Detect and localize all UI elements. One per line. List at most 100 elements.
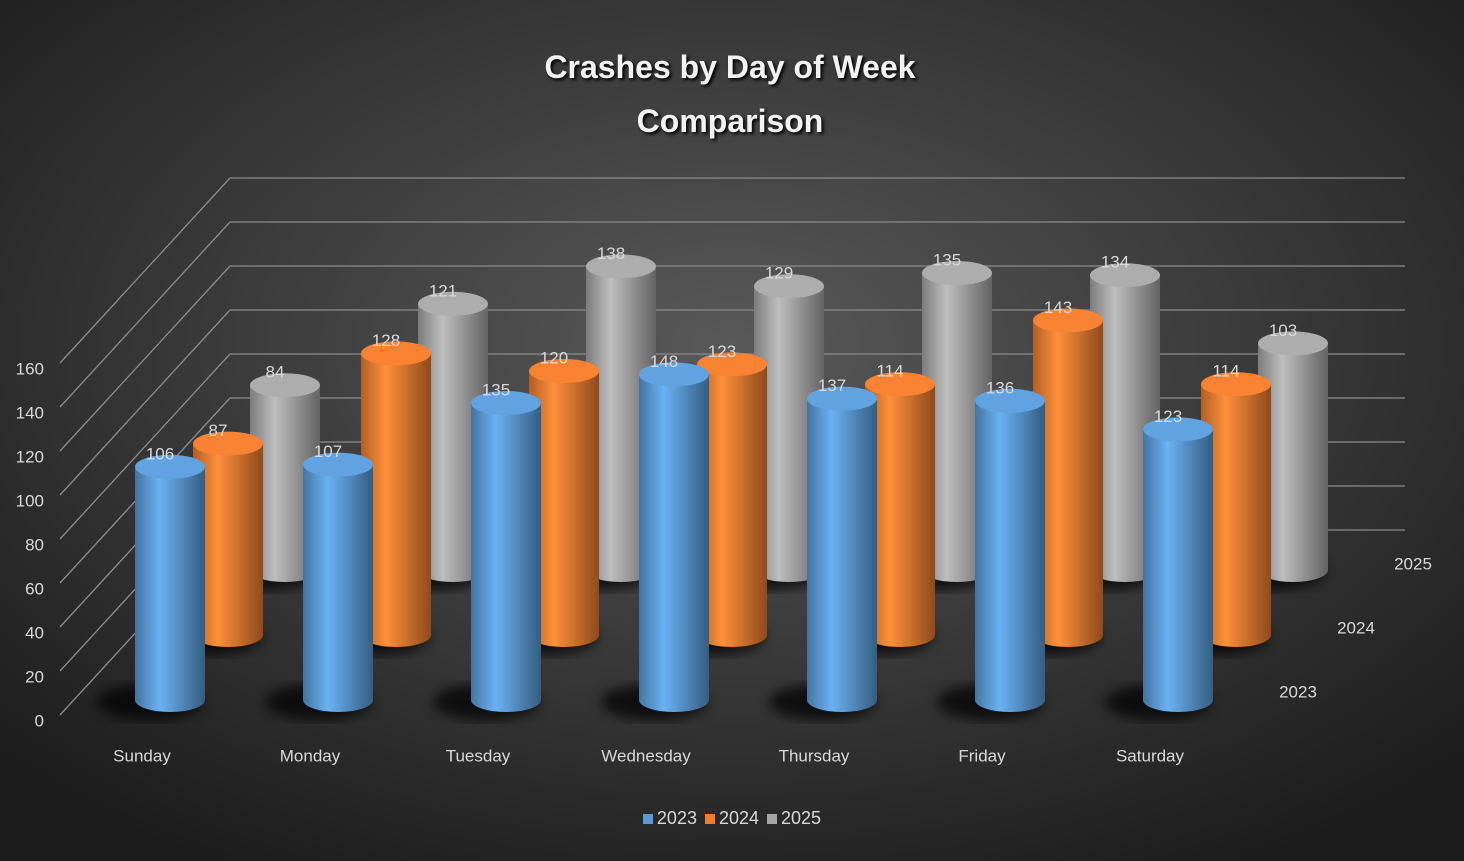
cylinder — [250, 373, 320, 582]
x-tick-label: Sunday — [113, 746, 171, 765]
cylinder-top — [1033, 308, 1103, 333]
cylinder — [529, 359, 599, 647]
y-tick-label: 40 — [25, 623, 44, 642]
y-tick-label: 140 — [16, 403, 44, 422]
cylinder-top — [361, 341, 431, 366]
y-tick-label: 120 — [16, 447, 44, 466]
cylinder-body — [1258, 343, 1328, 582]
cylinder — [697, 352, 767, 647]
legend-item: 2023 — [642, 808, 697, 829]
cylinder-top — [1258, 331, 1328, 356]
data-label: 114 — [1212, 362, 1239, 381]
cylinder-top — [697, 352, 767, 377]
cylinder-body — [1033, 320, 1103, 647]
cylinder-top — [193, 431, 263, 456]
legend-label: 2024 — [718, 808, 760, 828]
cylinder-top — [975, 388, 1045, 413]
cylinder — [135, 454, 205, 712]
cylinder-top — [250, 373, 320, 398]
cylinder-top — [471, 391, 541, 415]
x-tick-label: Tuesday — [446, 746, 511, 765]
cylinder-body — [697, 364, 767, 647]
cylinder-body — [865, 384, 935, 647]
data-label: 114 — [876, 362, 903, 381]
legend-item: 2024 — [704, 808, 760, 829]
y-tick-label: 20 — [25, 667, 44, 686]
cylinder-body — [1143, 429, 1213, 712]
x-tick-label: Thursday — [779, 746, 850, 765]
data-label: 120 — [540, 348, 568, 367]
cylinder-top — [303, 452, 373, 477]
data-label: 129 — [765, 264, 793, 283]
cylinder-body — [193, 443, 263, 647]
cylinder — [754, 274, 824, 582]
legend-swatch — [767, 814, 778, 824]
cylinder-top — [754, 274, 824, 299]
cylinder — [1258, 331, 1328, 582]
data-label: 121 — [429, 281, 457, 300]
data-label: 84 — [266, 363, 285, 382]
cylinder — [418, 291, 488, 582]
cylinder — [1201, 372, 1271, 647]
legend-item: 2025 — [767, 808, 821, 829]
cylinder — [639, 362, 709, 712]
data-label: 137 — [818, 376, 846, 395]
cylinder-body — [586, 266, 656, 582]
x-tick-label: Saturday — [1116, 746, 1185, 765]
data-label: 135 — [482, 380, 510, 399]
cylinder — [1090, 263, 1160, 582]
legend-swatch — [642, 814, 653, 824]
data-label: 128 — [372, 331, 400, 350]
data-label: 106 — [146, 444, 174, 463]
data-label: 136 — [986, 378, 1014, 397]
cylinder-top — [586, 254, 656, 279]
cylinder-top — [807, 386, 877, 411]
cylinder-body — [754, 286, 824, 582]
y-tick-label: 100 — [16, 491, 44, 510]
cylinder-body — [975, 400, 1045, 712]
grid-line — [59, 177, 231, 364]
x-tick-label: Monday — [280, 746, 341, 765]
cylinder — [586, 254, 656, 582]
cylinder-body — [807, 398, 877, 712]
cylinder-body — [529, 371, 599, 647]
data-label: 123 — [1154, 407, 1182, 426]
legend-swatch — [704, 814, 715, 824]
cylinder-top — [639, 362, 709, 387]
cylinder-top — [865, 372, 935, 397]
data-label: 107 — [314, 442, 342, 461]
cylinder — [1033, 308, 1103, 647]
data-label: 123 — [708, 342, 736, 361]
data-label: 138 — [597, 244, 625, 263]
depth-label: 2024 — [1337, 618, 1375, 637]
cylinder-body — [361, 353, 431, 647]
cylinder — [193, 431, 263, 647]
cylinder-top — [135, 454, 205, 479]
data-label: 143 — [1044, 298, 1072, 317]
depth-label: 2023 — [1279, 682, 1317, 701]
grid-line — [59, 309, 231, 496]
cylinder-body — [418, 303, 488, 582]
cylinder — [361, 341, 431, 647]
cylinder — [471, 391, 541, 712]
x-tick-label: Wednesday — [601, 746, 691, 765]
legend-label: 2025 — [781, 808, 822, 828]
cylinder-body — [250, 385, 320, 582]
grid-line — [59, 353, 231, 540]
cylinder — [865, 372, 935, 647]
cylinder-top — [1201, 372, 1271, 397]
chart-title: Crashes by Day of Week Comparison — [544, 49, 916, 139]
cylinder — [1143, 417, 1213, 712]
y-tick-label: 160 — [16, 359, 44, 378]
grid-line — [59, 265, 231, 452]
cylinder — [303, 452, 373, 712]
cylinder — [975, 388, 1045, 712]
cylinder-top — [1143, 417, 1213, 442]
cylinder-body — [135, 466, 205, 712]
x-tick-label: Friday — [958, 746, 1006, 765]
data-label: 148 — [650, 352, 678, 371]
cylinder-body — [639, 374, 709, 712]
